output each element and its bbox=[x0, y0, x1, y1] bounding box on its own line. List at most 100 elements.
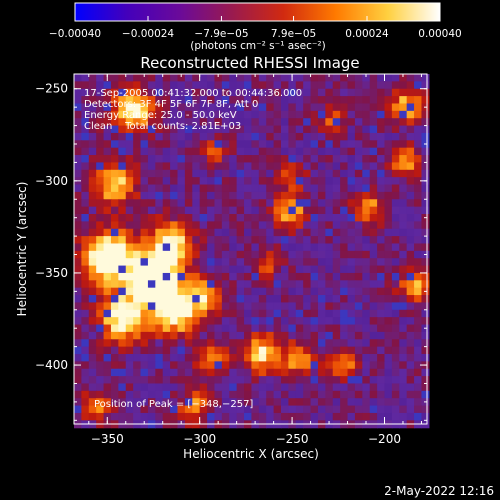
heatmap-cell bbox=[199, 368, 208, 377]
heatmap-cell bbox=[221, 398, 230, 407]
heatmap-cell bbox=[399, 331, 408, 340]
heatmap-cell bbox=[133, 383, 142, 392]
heatmap-cell bbox=[303, 206, 312, 215]
heatmap-cell bbox=[103, 258, 112, 267]
heatmap-cell bbox=[118, 250, 127, 259]
heatmap-cell bbox=[184, 361, 193, 370]
heatmap-cell bbox=[229, 118, 238, 127]
heatmap-cell bbox=[414, 125, 423, 134]
heatmap-cell bbox=[170, 103, 179, 112]
heatmap-cell bbox=[244, 405, 253, 414]
heatmap-cell bbox=[96, 81, 105, 90]
heatmap-cell bbox=[236, 258, 245, 267]
heatmap-cell bbox=[88, 339, 97, 348]
heatmap-cell bbox=[125, 125, 134, 134]
heatmap-cell bbox=[110, 221, 119, 230]
heatmap-cell bbox=[155, 118, 164, 127]
heatmap-cell bbox=[251, 309, 260, 318]
heatmap-cell bbox=[125, 302, 134, 311]
heatmap-cell bbox=[280, 132, 289, 141]
heatmap-cell bbox=[199, 346, 208, 355]
heatmap-cell bbox=[266, 354, 275, 362]
heatmap-cell bbox=[214, 243, 223, 252]
heatmap-cell bbox=[317, 162, 326, 171]
heatmap-cell bbox=[74, 74, 82, 82]
heatmap-cell bbox=[332, 317, 341, 326]
heatmap-cell bbox=[377, 265, 386, 274]
heatmap-cell bbox=[96, 361, 105, 370]
heatmap-cell bbox=[170, 309, 179, 318]
heatmap-cell bbox=[110, 331, 119, 340]
heatmap-cell bbox=[170, 206, 179, 215]
heatmap-cell bbox=[81, 199, 90, 208]
heatmap-cell bbox=[236, 81, 245, 90]
heatmap-cell bbox=[354, 243, 363, 252]
heatmap-cell bbox=[118, 162, 127, 171]
heatmap-cell bbox=[303, 265, 312, 274]
heatmap-cell bbox=[88, 250, 97, 259]
heatmap-cell bbox=[332, 184, 341, 193]
heatmap-cell bbox=[362, 236, 371, 245]
heatmap-cell bbox=[273, 250, 282, 259]
heatmap-cell bbox=[125, 184, 134, 193]
heatmap-cell bbox=[162, 199, 171, 208]
heatmap-cell bbox=[88, 265, 97, 274]
heatmap-cell bbox=[103, 162, 112, 171]
heatmap-cell bbox=[251, 221, 260, 230]
heatmap-cell bbox=[177, 132, 186, 141]
heatmap-cell bbox=[140, 125, 149, 134]
heatmap-cell bbox=[340, 295, 349, 304]
heatmap-cell bbox=[414, 317, 423, 326]
heatmap-cell bbox=[221, 228, 230, 237]
heatmap-cell bbox=[295, 376, 304, 385]
heatmap-cell bbox=[147, 118, 156, 127]
heatmap-cell bbox=[273, 74, 282, 82]
heatmap-cell bbox=[325, 140, 334, 149]
heatmap-cell bbox=[155, 302, 164, 311]
heatmap-cell bbox=[280, 412, 289, 421]
heatmap-cell bbox=[199, 88, 208, 97]
heatmap-cell bbox=[288, 390, 297, 399]
heatmap-cell bbox=[258, 236, 267, 245]
heatmap-cell bbox=[177, 302, 186, 311]
heatmap-cell bbox=[155, 214, 164, 222]
heatmap-cell bbox=[273, 132, 282, 141]
heatmap-cell bbox=[88, 280, 97, 289]
heatmap-cell bbox=[221, 302, 230, 311]
heatmap-cell bbox=[325, 346, 334, 355]
heatmap-cell bbox=[317, 103, 326, 112]
heatmap-cell bbox=[347, 339, 356, 348]
heatmap-cell bbox=[110, 258, 119, 267]
heatmap-cell bbox=[74, 265, 82, 274]
heatmap-cell bbox=[88, 169, 97, 178]
heatmap-cell bbox=[184, 383, 193, 392]
heatmap-cell bbox=[229, 96, 238, 105]
heatmap-cell bbox=[81, 132, 90, 141]
heatmap-cell bbox=[207, 309, 216, 318]
heatmap-cell bbox=[199, 383, 208, 392]
heatmap-cell bbox=[354, 324, 363, 333]
heatmap-cell bbox=[229, 280, 238, 289]
heatmap-cell bbox=[177, 280, 186, 289]
heatmap-cell bbox=[399, 110, 408, 119]
heatmap-image bbox=[74, 74, 430, 429]
heatmap-cell bbox=[103, 125, 112, 134]
heatmap-cell bbox=[170, 383, 179, 392]
heatmap-cell bbox=[303, 221, 312, 230]
heatmap-cell bbox=[192, 236, 201, 245]
heatmap-cell bbox=[421, 412, 430, 421]
heatmap-cell bbox=[199, 184, 208, 193]
heatmap-cell bbox=[406, 236, 415, 245]
heatmap-cell bbox=[266, 398, 275, 407]
heatmap-cell bbox=[354, 258, 363, 267]
heatmap-cell bbox=[207, 265, 216, 274]
heatmap-cell bbox=[236, 140, 245, 149]
heatmap-cell bbox=[332, 272, 341, 281]
heatmap-cell bbox=[162, 324, 171, 333]
heatmap-cell bbox=[140, 354, 149, 362]
heatmap-cell bbox=[406, 228, 415, 237]
heatmap-cell bbox=[81, 272, 90, 281]
heatmap-cell bbox=[251, 376, 260, 385]
heatmap-cell bbox=[251, 354, 260, 362]
heatmap-cell bbox=[110, 302, 119, 311]
